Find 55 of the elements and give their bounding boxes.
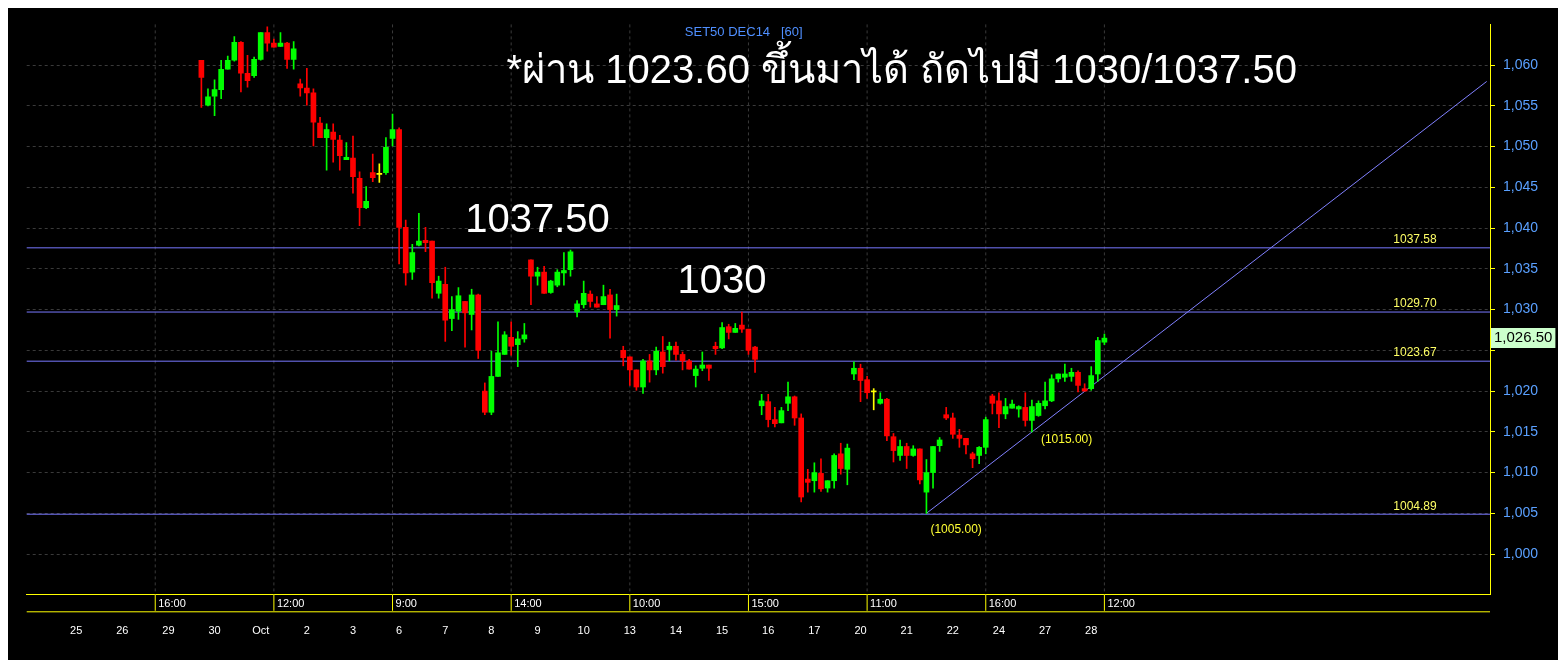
x-tick-label: Oct [252, 624, 270, 637]
x-tick-label: 10 [577, 624, 590, 637]
x-tick-label: 26 [116, 624, 129, 637]
y-tick-label: 1,010 [1503, 463, 1539, 480]
y-tick-label: 1,005 [1503, 504, 1539, 521]
text: 14:00 [514, 596, 542, 609]
x-tick-label: 2 [303, 624, 310, 637]
y-tick-label: 1,050 [1503, 137, 1539, 154]
annotation: (1005.00) [930, 521, 982, 536]
ref-line-label: 1029.70 [1393, 296, 1438, 311]
x-tick-label: 25 [70, 624, 83, 637]
x-tick-label: 20 [854, 624, 867, 637]
x-tick-label: 8 [488, 624, 495, 637]
x-tick-label: 29 [162, 624, 175, 637]
x-tick-label: 15 [715, 624, 729, 637]
x-tick-label: 21 [900, 624, 913, 637]
text: 12:00 [1107, 596, 1135, 609]
text: *ผ่าน 1023.60 ขึ้นมาได้ ถัดไปมี 1030/1037.50 [506, 40, 1297, 92]
x-tick-label: 24 [992, 624, 1006, 637]
y-tick-label: 1,060 [1503, 56, 1539, 72]
text: 16:00 [988, 596, 1017, 609]
ref-line-label: 1023.67 [1393, 345, 1438, 360]
x-tick-label: 22 [946, 624, 959, 637]
y-tick-label: 1,015 [1503, 422, 1539, 439]
ref-line-label: 1004.89 [1393, 498, 1438, 513]
y-tick-label: 1,035 [1503, 259, 1539, 276]
x-tick-label: 7 [442, 624, 449, 637]
text: 15:00 [751, 596, 779, 609]
text: 16:00 [158, 596, 186, 609]
x-tick-label: 9 [534, 624, 541, 637]
x-tick-label: 3 [349, 624, 357, 637]
x-tick-label: 14 [669, 624, 683, 637]
y-tick-label: 1,030 [1503, 300, 1539, 317]
y-tick-label: 1,000 [1503, 544, 1539, 561]
text: 12:00 [276, 596, 305, 609]
text: 11:00 [870, 596, 897, 609]
x-tick-label: 6 [396, 624, 403, 637]
x-tick-label: 27 [1038, 624, 1052, 637]
text: 1,026.50 [1494, 328, 1553, 346]
annotation: (1015.00) [1040, 431, 1093, 446]
text: 10:00 [632, 596, 661, 609]
x-tick-label: 16 [762, 624, 775, 637]
x-tick-label: 13 [623, 624, 636, 637]
text: 9:00 [395, 596, 417, 609]
x-tick-label: 30 [208, 624, 221, 637]
x-tick-label: 28 [1085, 624, 1098, 637]
ref-line-label: 1037.58 [1393, 232, 1438, 247]
y-tick-label: 1,055 [1503, 96, 1539, 113]
annotation: 1030 [677, 256, 767, 301]
y-tick-label: 1,020 [1503, 381, 1539, 398]
y-tick-label: 1,045 [1503, 178, 1539, 195]
x-tick-label: 17 [808, 624, 821, 637]
chart-title: SET50 DEC14 [60] [684, 24, 803, 40]
annotation: 1037.50 [465, 195, 610, 240]
y-tick-label: 1,040 [1503, 218, 1539, 235]
